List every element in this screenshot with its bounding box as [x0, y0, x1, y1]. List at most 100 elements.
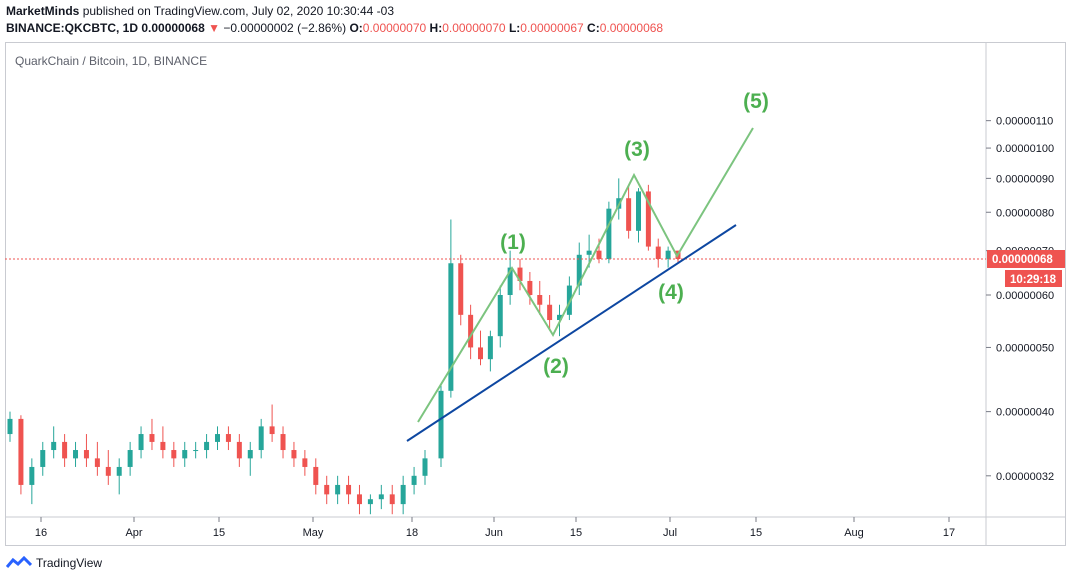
footer: TradingView [6, 556, 102, 570]
candle-body [356, 494, 362, 505]
x-tick-label: 18 [406, 527, 418, 539]
candle-body [204, 441, 210, 451]
close-label: C: [587, 21, 600, 35]
y-tick-label: 0.00000100 [996, 143, 1054, 155]
candle-body [62, 441, 68, 459]
candle-body [182, 450, 188, 459]
candle-body [236, 441, 242, 459]
candle-body [127, 450, 133, 467]
candle-body [160, 441, 166, 451]
candle-body [448, 263, 454, 391]
x-tick-label: Jun [485, 527, 503, 539]
candle-body [665, 250, 671, 259]
candle-body [478, 347, 483, 360]
candle-body [547, 304, 553, 321]
candle-body [335, 484, 341, 495]
candle-body [94, 458, 100, 467]
x-tick-label: 15 [213, 527, 225, 539]
y-tick-label: 0.00000032 [996, 471, 1054, 483]
x-tick-label: 15 [570, 527, 582, 539]
candle-body [269, 426, 275, 435]
candle-body [537, 295, 543, 305]
high-label: H: [429, 21, 443, 35]
candle-body [302, 458, 308, 467]
candle-body [400, 484, 406, 505]
candle-body [438, 390, 444, 459]
symbol-label: BINANCE:QKCBTC, 1D [6, 21, 138, 35]
candle-body [626, 198, 632, 231]
x-tick-label: 16 [35, 527, 47, 539]
candle-body [193, 450, 199, 452]
x-tick-label: Jul [663, 527, 677, 539]
candle-body [138, 434, 144, 451]
candle-body [468, 314, 474, 348]
candle-body [507, 267, 513, 295]
wave-label-3: (3) [624, 138, 650, 161]
y-tick-label: 0.00000060 [996, 290, 1054, 302]
close-value: 0.00000068 [599, 21, 664, 35]
wave-label-4: (4) [658, 281, 684, 304]
x-tick-label: 15 [750, 527, 762, 539]
candle-body [517, 267, 523, 281]
wave-label-5: (5) [743, 90, 769, 113]
low-label: L: [508, 21, 521, 35]
candle-body [422, 458, 428, 476]
wave-label-1: (1) [500, 231, 526, 254]
ohlc-header: BINANCE:QKCBTC, 1D 0.00000068 ▼ −0.00000… [6, 21, 663, 35]
author-name[interactable]: MarketMinds [6, 4, 80, 18]
y-tick-label: 0.00000110 [996, 116, 1053, 128]
candle-body [645, 191, 651, 247]
candle-body [576, 254, 582, 286]
publish-text: published on TradingView.com, July 02, 2… [82, 4, 395, 18]
wave-label-2: (2) [543, 355, 569, 378]
chart-legend: QuarkChain / Bitcoin, 1D, BINANCE [15, 54, 207, 68]
candle-body [116, 466, 122, 476]
candle-body [606, 208, 612, 259]
candle-body [367, 499, 373, 505]
y-tick-label: 0.00000090 [996, 173, 1054, 185]
countdown: 10:29:18 [1010, 274, 1057, 286]
candle-body [73, 450, 79, 459]
candle-body [105, 466, 111, 476]
candle-body [149, 434, 155, 442]
candle-body [346, 484, 352, 495]
tradingview-brand[interactable]: TradingView [36, 556, 103, 570]
candle-body [7, 418, 13, 435]
candle-body [655, 246, 661, 259]
publish-info: MarketMinds published on TradingView.com… [6, 4, 394, 18]
elliott-wave-path[interactable] [417, 127, 754, 423]
chart-frame [5, 42, 1066, 546]
price-tag-box [987, 250, 1065, 268]
candle-body [291, 450, 297, 459]
candle-body [497, 295, 503, 337]
high-value: 0.00000070 [442, 21, 506, 35]
candle-body [527, 280, 533, 295]
candle-body [51, 441, 57, 451]
price-change: −0.00000002 (−2.86%) [223, 21, 347, 35]
x-tick-label: May [303, 527, 324, 539]
candle-body [247, 450, 253, 459]
candle-body [258, 426, 264, 451]
candle-body [566, 285, 572, 315]
x-tick-label: 17 [943, 527, 955, 539]
candle-body [636, 191, 641, 231]
candle-body [171, 450, 177, 459]
last-price: 0.00000068 [141, 21, 205, 35]
x-tick-label: Aug [844, 527, 864, 539]
candle-body [389, 494, 395, 505]
candle-body [29, 466, 35, 485]
price-tag: 0.00000068 [992, 254, 1053, 266]
low-value: 0.00000067 [520, 21, 584, 35]
trend-line[interactable] [406, 224, 737, 442]
candle-body [40, 450, 46, 467]
candle-body [411, 475, 417, 485]
countdown-box [1005, 270, 1062, 287]
candle-body [487, 336, 493, 360]
y-tick-label: 0.00000080 [996, 207, 1054, 219]
candle-body [378, 494, 384, 500]
open-label: O: [349, 21, 363, 35]
open-value: 0.00000070 [362, 21, 427, 35]
x-tick-label: Apr [125, 527, 142, 539]
candle-body [215, 434, 220, 442]
